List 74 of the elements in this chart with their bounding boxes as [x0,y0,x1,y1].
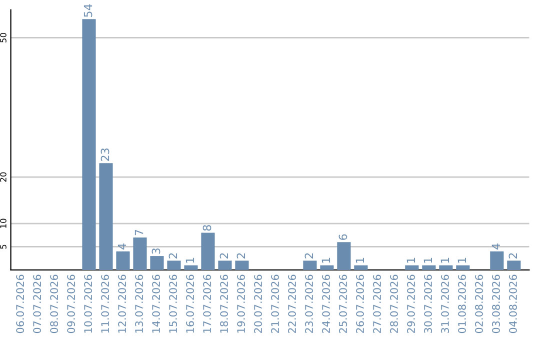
y-tick-label: 50 [0,32,6,42]
bar [439,265,453,270]
x-tick-label: 01.08.2026 [458,274,466,334]
x-tick-label: 20.07.2026 [254,274,262,334]
data-label: 1 [424,258,432,263]
x-tick-label: 24.07.2026 [322,274,330,334]
y-tick-label: 5 [0,244,6,249]
x-tick-label: 16.07.2026 [186,274,194,333]
x-tick-label: 19.07.2026 [237,274,245,333]
x-tick-label: 13.07.2026 [135,274,143,333]
bar [337,242,351,270]
y-tick-label: 10 [0,218,6,228]
data-label: 7 [134,230,144,236]
bar [490,251,504,270]
x-tick-label: 18.07.2026 [220,274,228,333]
bar [405,265,419,270]
x-tick-label: 14.07.2026 [152,274,160,333]
data-label: 1 [440,258,449,263]
x-tick-label: 29.07.2026 [407,274,415,334]
bar [303,260,317,270]
x-tick-label: 03.08.2026 [492,274,500,334]
data-label: 1 [186,258,194,263]
bar [320,265,334,270]
x-tick-label: 09.07.2026 [67,274,76,334]
data-label: 2 [304,253,314,258]
data-label: 23 [100,148,110,161]
x-tick-label: 08.07.2026 [50,274,58,334]
data-label: 1 [406,258,415,263]
x-tick-label: 12.07.2026 [118,274,126,333]
data-label: 3 [152,248,160,254]
data-label: 4 [118,244,126,250]
x-tick-label: 17.07.2026 [203,274,211,333]
bar [456,265,470,270]
bar [201,232,215,270]
x-tick-label: 26.07.2026 [356,274,364,334]
x-tick-label: 27.07.2026 [373,274,381,334]
x-tick-label: 28.07.2026 [390,274,398,334]
bar [218,260,232,270]
data-label: 6 [338,234,348,240]
bar [133,237,147,270]
x-tick-label: 23.07.2026 [305,274,313,334]
data-label: 1 [322,258,330,263]
data-label: 8 [202,225,212,231]
data-label: 1 [356,258,364,263]
bar [422,265,436,270]
x-tick-label: 22.07.2026 [288,274,296,334]
x-tick-label: 30.07.2026 [424,274,432,333]
bar [184,265,198,270]
data-label: 54 [84,4,92,17]
x-tick-label: 31.07.2026 [441,274,449,333]
x-tick-label: 04.08.2026 [509,274,517,334]
x-tick-label: 02.08.2026 [475,274,483,334]
bar [116,251,130,270]
bar [354,265,368,270]
data-label: 2 [168,253,178,258]
x-tick-label: 25.07.2026 [339,274,347,334]
x-tick-label: 21.07.2026 [271,274,279,334]
bar [167,260,181,270]
x-tick-label: 07.07.2026 [33,274,42,334]
data-label: 1 [458,258,466,263]
bar [235,260,249,270]
bar [99,163,113,270]
x-tick-label: 06.07.2026 [16,274,24,334]
bar [507,260,521,270]
data-label: 2 [508,253,517,258]
x-tick-label: 10.07.2026 [84,274,92,333]
bar [82,19,96,270]
data-label: 4 [492,244,500,250]
x-tick-label: 11.07.2026 [101,274,110,333]
x-tick-label: 15.07.2026 [169,274,177,333]
bar [150,256,164,270]
data-label: 2 [236,253,246,258]
y-tick-label: 20 [0,172,6,182]
data-label: 2 [220,253,228,258]
